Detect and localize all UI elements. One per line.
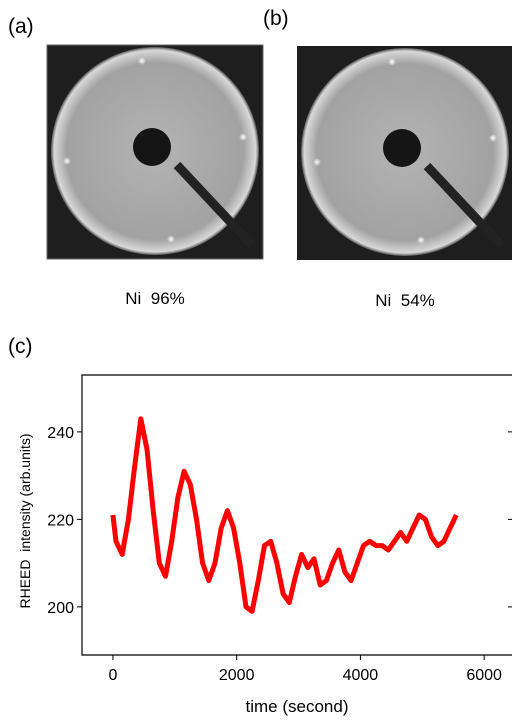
y-axis-label: RHEED intensity (arb.units) [17, 433, 33, 608]
x-tick-label: 6000 [466, 667, 502, 684]
y-tick-label: 240 [47, 425, 74, 442]
x-tick-label: 2000 [219, 667, 255, 684]
caption: Ni 54% [375, 291, 435, 310]
image-border [46, 44, 264, 260]
data-line [110, 416, 459, 614]
rheed-image [47, 45, 263, 259]
caption: Ni 96% [125, 289, 185, 308]
y-tick-label: 200 [47, 600, 74, 617]
x-tick-label: 4000 [343, 667, 379, 684]
panel-label: (a) [8, 15, 34, 38]
y-tick-label: 220 [47, 512, 74, 529]
panel-label: (b) [263, 7, 289, 30]
x-tick-label: 0 [108, 667, 117, 684]
panel-label: (c) [8, 335, 33, 358]
x-axis-label: time (second) [246, 697, 349, 716]
plot-frame [81, 374, 512, 656]
rheed-image [297, 46, 512, 260]
plot: time (second) RHEED intensity (arb.units… [17, 374, 512, 716]
